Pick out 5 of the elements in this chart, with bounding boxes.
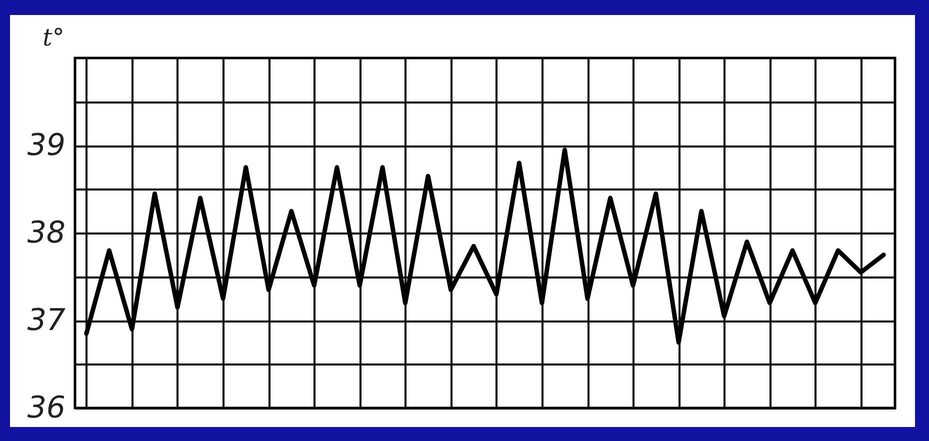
y-axis-title: t° (42, 24, 64, 52)
y-tick-label: 39 (27, 128, 66, 163)
y-tick-label: 38 (27, 216, 66, 250)
y-tick-label: 36 (27, 390, 66, 426)
y-tick-label: 37 (27, 303, 66, 338)
